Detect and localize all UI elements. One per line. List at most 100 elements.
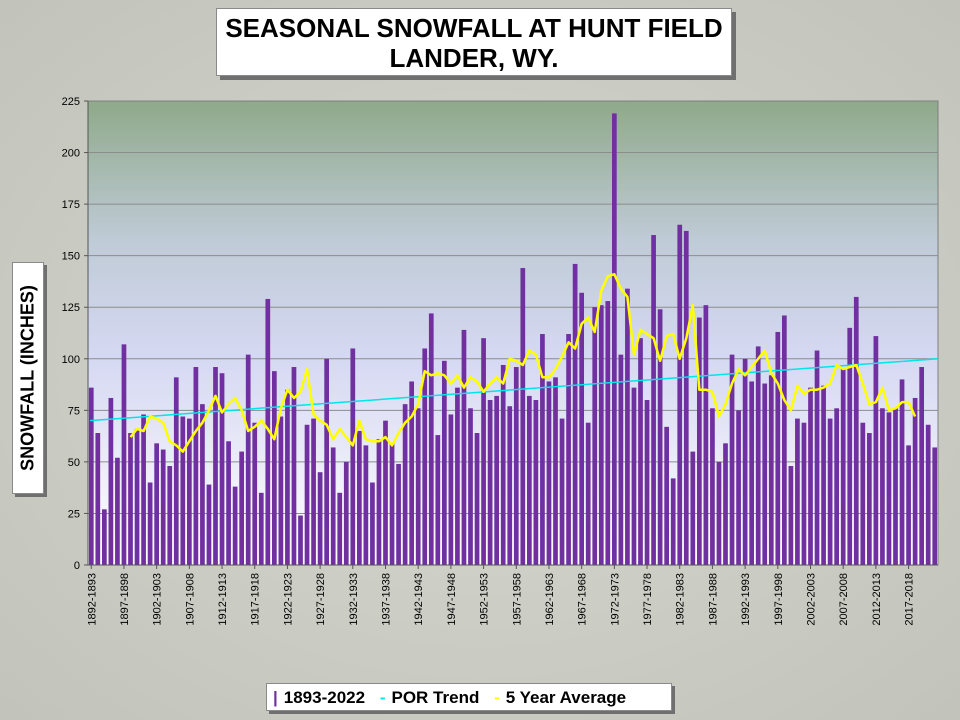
bar [925,424,931,565]
y-tick-label: 0 [74,560,80,572]
bar [919,367,925,565]
bar [317,472,323,565]
bar [749,381,755,565]
bar [840,369,846,565]
legend-average-marker: - [494,688,500,707]
y-tick-label: 175 [62,199,80,211]
bar [474,433,480,565]
bar [200,404,205,565]
bar [572,263,578,565]
bar [108,397,114,565]
bar [88,387,94,565]
bar [598,305,604,565]
bar [101,509,107,565]
bar [376,439,382,565]
bar [932,447,938,565]
bar [834,408,840,565]
bar [553,377,558,565]
x-tick-label: 1982-1983 [675,573,687,626]
bar [559,418,565,565]
bar-series [88,113,938,566]
bar [795,418,800,565]
x-tick-label: 1892-1893 [86,573,98,626]
bar [690,451,696,565]
bar [468,408,473,565]
axes: 0 25 50 75 100 125 150 175 200 225 1892-1893 1897-1… [62,96,938,626]
bar [455,387,460,565]
bar [906,445,911,565]
bar [435,435,441,565]
x-tick-label: 1942-1943 [413,573,425,626]
bar [396,463,401,565]
bar [899,379,905,565]
bar [755,346,761,565]
bar [219,373,225,565]
y-tick-label: 75 [68,405,80,417]
legend-label-bars: 1893-2022 [283,688,366,707]
bar [422,348,428,565]
bar [611,113,617,566]
bar [677,224,683,566]
bar [566,334,571,565]
bar [886,412,892,565]
bar [605,301,611,565]
x-tick-label: 1987-1988 [707,573,719,626]
bar [285,389,290,565]
bar [245,354,251,565]
bar [873,336,879,565]
x-tick-label: 1977-1978 [642,573,654,626]
bar [343,461,349,565]
bar [278,416,284,565]
bar [258,492,264,565]
bar [520,268,526,565]
bar [271,371,277,565]
bar [821,385,826,565]
bar [311,418,316,565]
bar [664,426,670,565]
legend-item-average: -5 Year Average [494,684,626,712]
bar [252,422,258,565]
bar [154,443,160,565]
bar [428,313,434,565]
bar [710,408,715,565]
bar [546,381,552,565]
chart-subtitle: LANDER, WY. [389,43,559,73]
bar [540,334,545,565]
bar [579,292,585,565]
y-tick-label: 125 [62,302,80,314]
x-tick-label: 1972-1973 [609,573,621,626]
bar [657,309,663,565]
y-axis-label-box: SNOWFALL (INCHES) [12,262,44,494]
bar [847,327,853,565]
x-tick-label: 1902-1903 [152,573,164,626]
bar [494,395,500,565]
bar [239,451,245,565]
bar [775,331,781,565]
x-tick-label: 1952-1953 [479,573,491,626]
x-tick-label: 1957-1958 [511,573,523,626]
x-tick-label: 2012-2013 [871,573,883,626]
bar [768,375,774,565]
bar [298,515,303,565]
legend-label-average: 5 Year Average [505,688,627,707]
chart-title-box: SEASONAL SNOWFALL AT HUNT FIELD LANDER, … [216,8,732,76]
bar [513,367,519,565]
x-tick-label: 1912-1913 [217,573,229,626]
x-tick-label: 1932-1933 [348,573,360,626]
bar [409,381,415,565]
bar [402,404,408,565]
y-tick-label: 100 [62,354,80,366]
x-tick-label: 1967-1968 [577,573,589,626]
bar [226,441,231,565]
bar [121,344,127,565]
bar [389,443,395,565]
bar [141,414,146,565]
bar [500,364,506,565]
legend: | 1893-2022 - POR Trend -5 Year Average [266,683,672,711]
x-tick-label: 1997-1998 [773,573,785,626]
bar [808,387,813,565]
bar [173,377,179,565]
line-series [89,272,939,453]
x-tick-label: 1962-1963 [544,573,556,626]
x-tick-label: 2007-2008 [838,573,850,626]
